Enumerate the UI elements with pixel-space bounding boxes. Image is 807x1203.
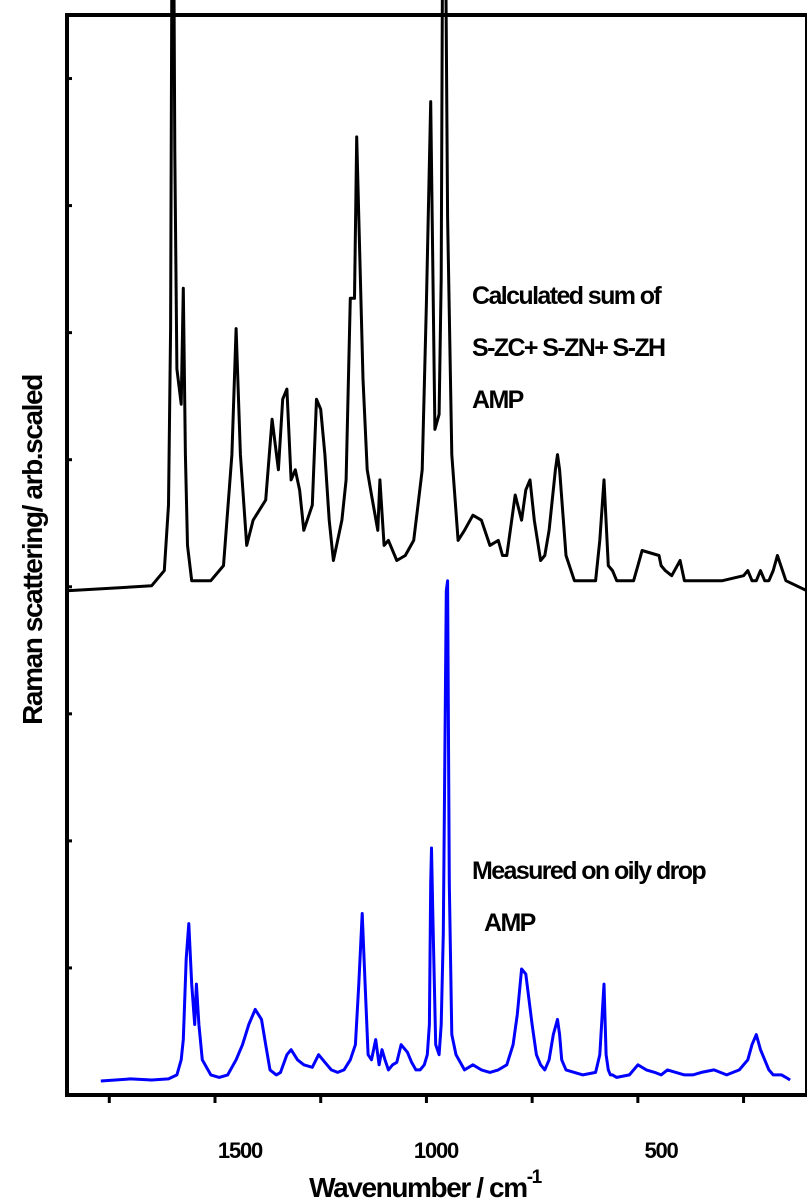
x-axis-title: Wavenumber / cm-1 — [309, 1167, 543, 1203]
calculated-annotation-line: S-ZC+ S-ZN+ S-ZH — [472, 334, 665, 362]
measured-spectrum-line — [100, 579, 791, 1083]
plot-frame — [65, 13, 807, 1097]
y-axis-title: Raman scattering/ arb.scaled — [17, 375, 48, 725]
x-tick-label: 1000 — [414, 1138, 459, 1163]
series-layer — [66, 0, 807, 1083]
calculated-spectrum-line — [66, 0, 807, 593]
y-axis-ticks — [67, 77, 72, 970]
measured-annotation-line: Measured on oily drop — [472, 857, 706, 885]
x-axis-title-superscript: -1 — [527, 1167, 543, 1188]
measured-annotation: Measured on oily drop AMP — [472, 857, 708, 937]
measured-annotation-line: AMP — [484, 909, 536, 937]
x-axis-ticks — [107, 1095, 746, 1103]
x-axis-title-text: Wavenumber / cm — [309, 1172, 527, 1203]
x-tick-label: 1500 — [218, 1138, 263, 1163]
calculated-annotation: Calculated sum of S-ZC+ S-ZN+ S-ZH AMP — [472, 282, 667, 414]
calculated-annotation-line: AMP — [472, 386, 524, 414]
calculated-annotation-line: Calculated sum of — [472, 282, 662, 310]
x-tick-label: 500 — [644, 1138, 678, 1163]
x-tick-labels: 1500 1000 500 — [218, 1138, 680, 1163]
